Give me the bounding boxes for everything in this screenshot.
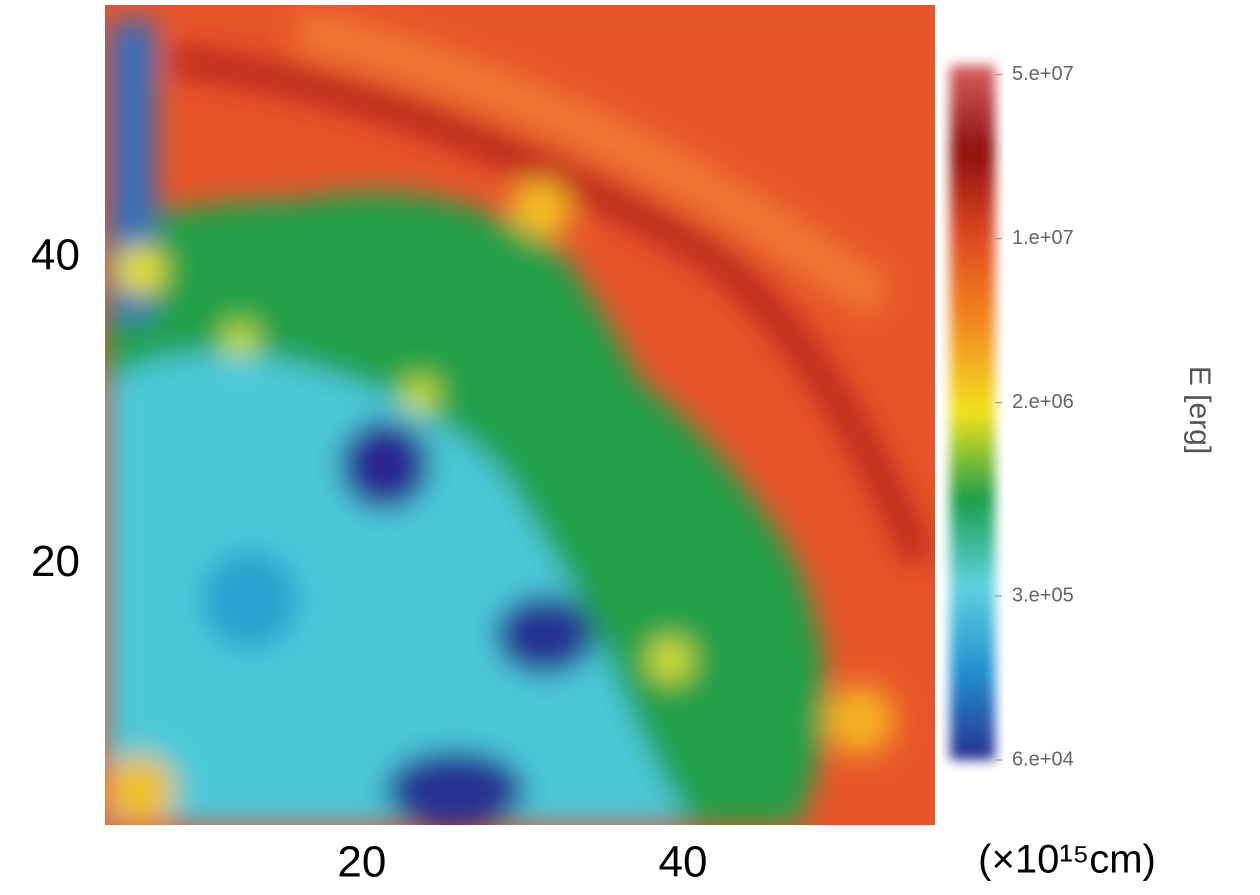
colorbar-label: E [erg] <box>1183 366 1216 454</box>
heatmap <box>105 5 935 825</box>
y-tick-label: 40 <box>31 231 80 280</box>
colorbar-tick-label: 1.e+07 <box>1012 227 1074 249</box>
colorbar <box>950 65 995 760</box>
colorbar-tick-label: 3.e+05 <box>1012 584 1074 606</box>
y-tick-label: 20 <box>31 537 80 586</box>
colorbar-tick-label: 6.e+04 <box>1012 748 1074 770</box>
colorbar-tick-label: 5.e+07 <box>1012 63 1074 85</box>
colorbar-tick-label: 2.e+06 <box>1012 391 1074 413</box>
x-tick-label: 20 <box>337 838 386 887</box>
x-unit-label: (×10¹⁵cm) <box>978 838 1156 882</box>
x-tick-label: 40 <box>658 838 707 887</box>
